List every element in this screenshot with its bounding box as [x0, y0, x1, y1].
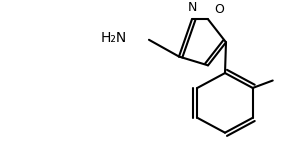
- Text: H₂N: H₂N: [101, 31, 127, 45]
- Text: N: N: [187, 1, 197, 14]
- Text: O: O: [214, 3, 224, 16]
